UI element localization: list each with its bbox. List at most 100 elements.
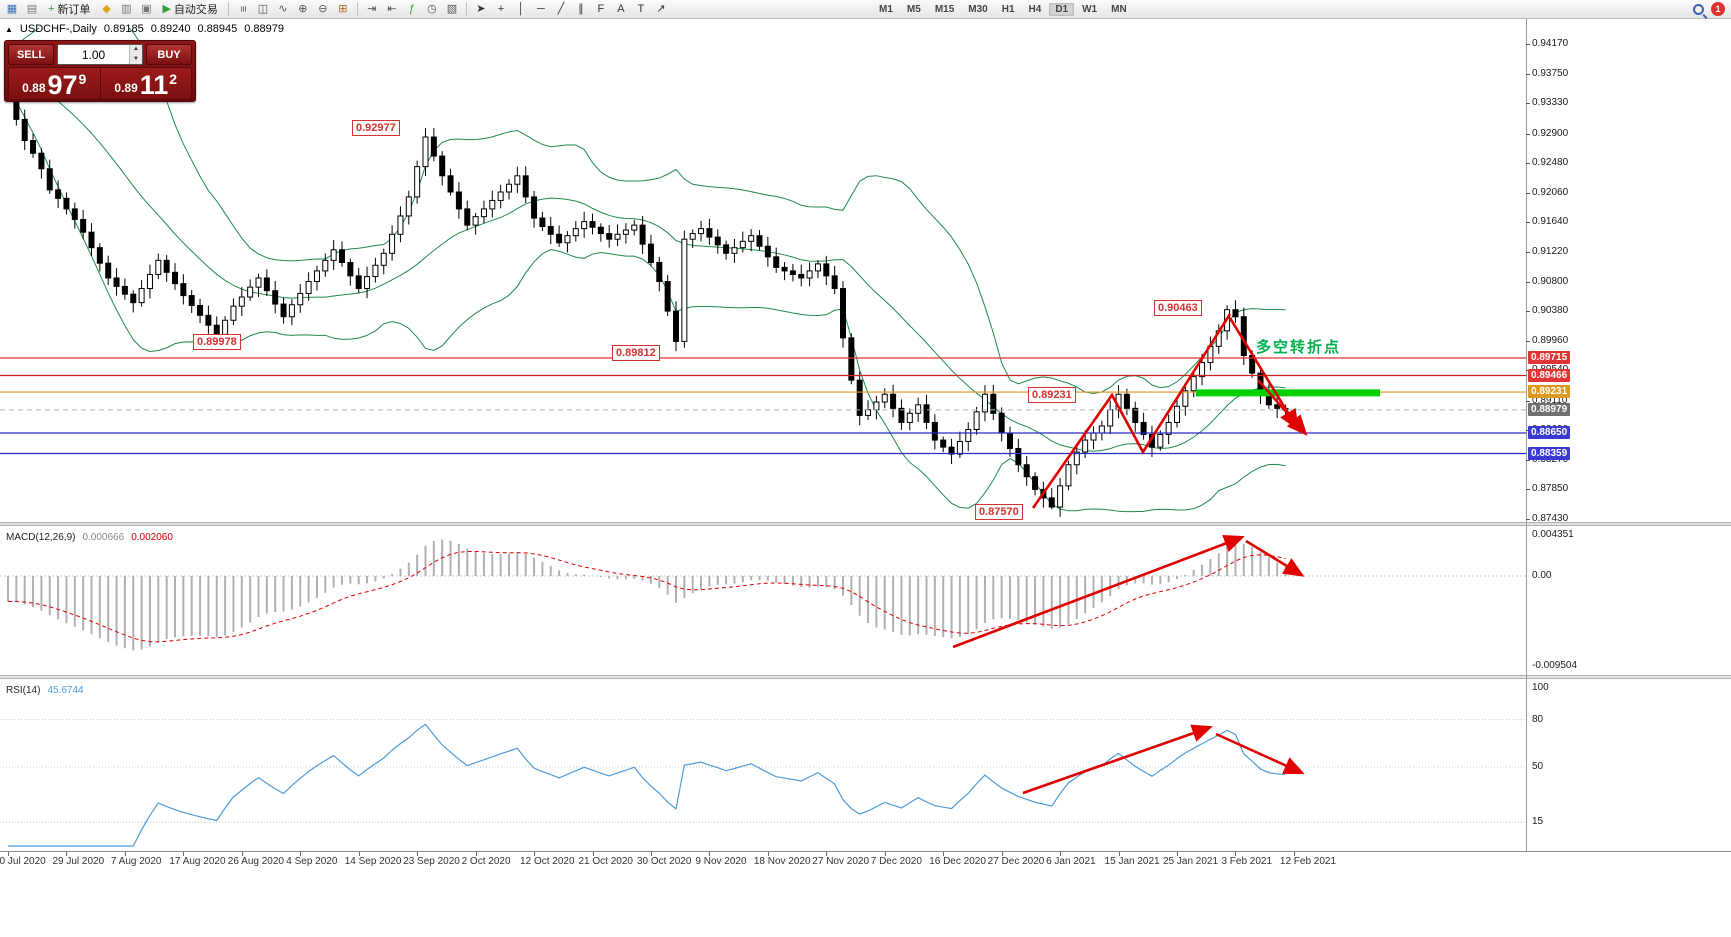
candle-body [355,275,362,290]
new-chart-button[interactable]: ▦ [3,1,21,17]
date-tick [1177,852,1178,856]
price-axis-label: 0.90380 [1532,305,1569,317]
buy-button[interactable]: BUY [146,44,192,65]
trend-arrow[interactable] [1031,313,1232,509]
periods-button[interactable]: ◷ [423,1,441,17]
candle-body [965,428,972,442]
trend-arrow[interactable] [1228,317,1299,431]
symbol-direction-icon: ▲ [5,24,13,34]
market-watch-button[interactable]: ▥ [117,1,135,17]
toolbar-right: 1 [1693,2,1725,16]
templates-button[interactable]: ▧ [443,1,461,17]
zoom-in-button[interactable]: ⊕ [294,1,312,17]
candle-body [1182,390,1189,407]
crosshair-tool-button[interactable]: + [492,1,510,17]
bid-price-display[interactable]: 0.88 97 9 [8,67,101,100]
auto-scroll-button[interactable]: ⇥ [363,1,381,17]
channel-tool-button[interactable]: ∥ [572,1,590,17]
trend-arrow[interactable] [1257,379,1308,436]
candle-body [1065,464,1072,487]
trend-arrow[interactable] [952,535,1245,649]
search-icon[interactable] [1693,3,1704,15]
metaquotes-icon[interactable]: ◆ [97,1,115,17]
ask-price-display[interactable]: 0.89 11 2 [100,67,192,100]
new-order-button[interactable]: + 新订单 [43,1,95,17]
arrows-tool-button[interactable]: ↗ [652,1,670,17]
toolbar-separator [227,2,229,16]
candle-body [255,277,262,288]
panel-splitter[interactable] [0,522,1731,526]
timeframe-m1-button[interactable]: M1 [879,4,893,15]
timeframe-w1-button[interactable]: W1 [1082,4,1098,15]
periods-button-icon: ◷ [427,3,437,15]
zoom-in-button-icon: ⊕ [298,3,308,15]
lot-size-input[interactable] [58,45,129,64]
chart-shift-button[interactable]: ⇤ [383,1,401,17]
candle-body [564,235,571,244]
candle-body [1057,485,1064,508]
candle-body [915,404,922,414]
trend-arrow[interactable] [1022,724,1213,795]
bar-chart-button[interactable]: ≡ [234,1,252,17]
timeframe-h4-button[interactable]: H4 [1028,4,1042,15]
candlestick-chart-button[interactable]: ◫ [254,1,272,17]
data-window-button[interactable]: ▣ [137,1,155,17]
vertical-line-tool-button[interactable]: │ [512,1,530,17]
sell-button[interactable]: SELL [8,44,54,65]
label-tool-button-icon: T [637,3,645,15]
macd-panel[interactable] [0,527,1526,675]
bid-prefix: 0.88 [22,81,46,95]
label-tool-button[interactable]: T [632,1,650,17]
candle-body [213,324,220,335]
timeframe-mn-button[interactable]: MN [1111,4,1127,15]
support-zone-line[interactable] [1196,389,1380,397]
macd-indicator-label: MACD(12,26,9) 0.000666 0.002060 [6,532,173,543]
panel-splitter[interactable] [0,675,1731,679]
lot-decrease-button[interactable]: ▼ [130,54,142,64]
price-axis-label: 0.87850 [1532,483,1569,495]
price-axis-label: 0.91220 [1532,245,1569,257]
price-axis-label: 0.92480 [1532,157,1569,169]
candle-body [698,228,705,235]
candle-body [689,233,696,240]
date-label: 17 Aug 2020 [169,856,226,867]
indicators-button[interactable]: ƒ [403,1,421,17]
text-tool-button[interactable]: A [612,1,630,17]
macd-axis-label: -0.009504 [1532,659,1578,671]
candle-body [422,136,429,168]
candle-body [1232,309,1239,318]
price-axis-tick [1526,400,1530,402]
price-axis-label: 0.89960 [1532,334,1569,346]
timeframe-h1-button[interactable]: H1 [1001,4,1015,15]
trendline-tool-button[interactable]: ╱ [552,1,570,17]
timeframe-m15-button[interactable]: M15 [934,4,955,15]
bid-big-digits: 97 [47,70,78,100]
candle-body [96,247,103,264]
horizontal-line-tool-button[interactable]: ─ [532,1,550,17]
fibonacci-tool-button[interactable]: F [592,1,610,17]
main-price-chart[interactable] [0,28,1526,522]
tile-windows-button[interactable]: ⊞ [334,1,352,17]
candle-body [464,208,471,226]
notification-badge[interactable]: 1 [1711,2,1725,16]
candle-body [931,421,938,441]
timeframe-m5-button[interactable]: M5 [906,4,921,15]
timeframe-d1-button[interactable]: D1 [1049,3,1075,16]
profiles-button-icon: ▤ [26,3,38,15]
candle-body [1157,433,1164,448]
price-badge: 0.89466 [1528,368,1571,382]
zoom-out-button[interactable]: ⊖ [314,1,332,17]
cursor-tool-button-icon: ➤ [476,3,486,15]
lot-increase-button[interactable]: ▲ [130,45,142,55]
profiles-button[interactable]: ▤ [23,1,41,17]
candle-body [723,244,730,254]
timeframe-m30-button[interactable]: M30 [968,4,988,15]
rsi-panel[interactable] [0,680,1526,850]
line-chart-button[interactable]: ∿ [274,1,292,17]
trend-arrow[interactable] [1215,732,1305,775]
cursor-tool-button[interactable]: ➤ [472,1,490,17]
date-label: 15 Jan 2021 [1104,856,1160,867]
channel-tool-button-icon: ∥ [578,3,584,15]
trend-arrow[interactable] [1245,539,1305,577]
autotrading-button[interactable]: ▶ 自动交易 [157,1,222,17]
